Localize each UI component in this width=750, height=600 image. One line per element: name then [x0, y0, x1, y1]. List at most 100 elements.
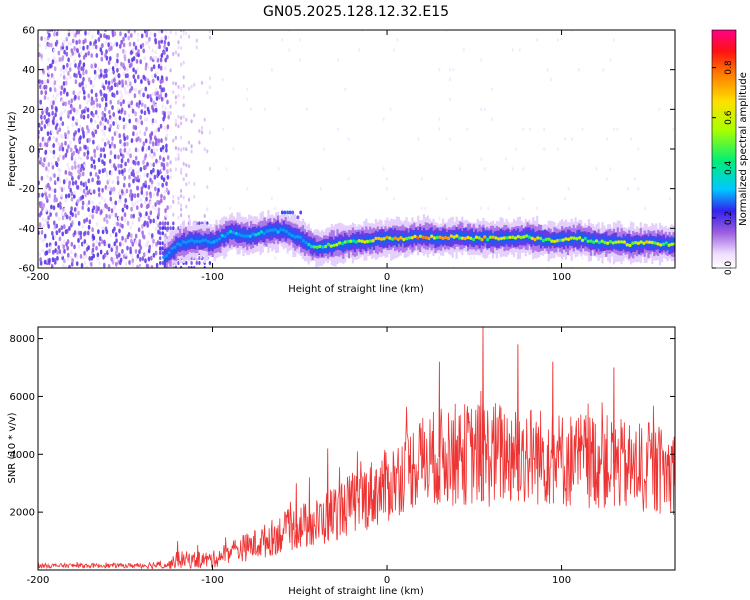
spectral-cell [79, 230, 83, 236]
spectral-cell [169, 226, 172, 231]
spectral-cell [637, 147, 640, 151]
spectral-cell [123, 142, 126, 147]
spectral-cell [121, 242, 125, 247]
spectral-cell [83, 151, 86, 157]
spectral-cell [140, 33, 144, 39]
spectral-cell [63, 258, 66, 264]
y-tick-label: 40 [22, 65, 35, 76]
spectral-cell [53, 194, 57, 200]
spectral-cell [180, 62, 183, 67]
spectral-cell [78, 104, 82, 109]
spectral-cell [73, 46, 76, 51]
spectral-cell [40, 120, 44, 125]
spectral-cell [142, 159, 145, 165]
ridge-cell [170, 246, 174, 251]
ridge-cell [539, 236, 543, 241]
spectral-cell [47, 96, 50, 101]
spectral-cell [45, 242, 49, 248]
ridge-cell [276, 230, 280, 234]
spectral-cell [98, 236, 102, 242]
spectral-cell [45, 155, 48, 160]
spectral-cell [71, 38, 75, 44]
spectral-cell [305, 107, 308, 112]
spectral-cell [536, 38, 539, 42]
spectral-cell [61, 134, 64, 139]
spectral-cell [39, 210, 43, 216]
spectral-cell [82, 62, 86, 68]
spectral-cell [50, 188, 54, 193]
spectral-cell [38, 252, 41, 257]
spectral-cell [39, 157, 43, 162]
spectral-cell [137, 227, 141, 233]
ridge-cell [667, 243, 671, 247]
ridge-cell [340, 241, 344, 246]
spectral-cell [98, 241, 101, 247]
spectral-cell [101, 116, 104, 121]
spectral-cell [136, 67, 139, 72]
spectral-cell [163, 39, 167, 45]
spectral-cell [156, 191, 159, 197]
spectral-cell [86, 146, 89, 152]
spectral-cell [134, 201, 137, 206]
spectral-cell [125, 188, 129, 194]
spectral-cell [127, 30, 131, 34]
spectral-cell [98, 180, 101, 186]
spectral-cell [208, 85, 211, 90]
spectral-cell [139, 167, 143, 172]
ridge-cell [176, 242, 180, 246]
spectral-cell [164, 30, 168, 33]
spectral-cell [177, 124, 180, 129]
spectral-cell [249, 107, 252, 112]
spectral-cell [43, 95, 47, 100]
spectral-cell [67, 57, 70, 63]
spectral-cell [140, 79, 143, 84]
spectral-cell [160, 53, 164, 58]
spectral-cell [120, 107, 124, 113]
spectral-cell [40, 86, 44, 91]
spectral-cell [206, 185, 209, 189]
ridge-cell [195, 239, 199, 244]
spectral-cell [225, 167, 228, 171]
spectral-cell [195, 45, 198, 50]
ridge-cell [405, 236, 409, 241]
spectral-cell [99, 33, 103, 39]
spectral-cell [67, 129, 70, 135]
spectral-cell [130, 254, 134, 258]
spectral-cell [616, 127, 619, 131]
spectral-cell [87, 230, 90, 236]
spectral-cell [74, 51, 77, 55]
x-tick-label: 100 [552, 272, 571, 283]
spectral-cell [89, 41, 92, 46]
spectral-cell [52, 143, 55, 148]
spectral-cell [137, 160, 140, 166]
ridge-band [219, 232, 222, 242]
spectral-cell [141, 233, 145, 239]
spectral-cell [162, 177, 166, 183]
spectral-cell [152, 100, 156, 106]
spectral-cell [105, 219, 109, 225]
ridge-cell [418, 234, 423, 238]
ridge-cell [354, 240, 358, 244]
spectral-cell [77, 95, 80, 101]
spectral-cell [154, 50, 157, 55]
spectral-cell [162, 149, 165, 154]
spectral-cell [180, 194, 183, 198]
spectral-cell [82, 70, 85, 76]
spectral-cell [161, 221, 164, 226]
spectral-cell [79, 124, 82, 129]
spectral-cell [165, 213, 168, 218]
spectral-cell [97, 37, 101, 42]
spectral-cell [111, 105, 114, 110]
spectral-cell [94, 44, 98, 50]
spectral-cell [118, 133, 121, 139]
spectral-cell [344, 87, 347, 92]
spectral-cell [76, 199, 79, 205]
spectral-cell [53, 48, 56, 53]
spectral-cell [90, 101, 93, 106]
spectral-cell [122, 117, 126, 122]
spectral-cell [162, 87, 166, 92]
spectral-cell [79, 82, 82, 88]
colorbar-gradient [711, 29, 737, 269]
spectral-cell [161, 251, 164, 256]
spectral-cell [190, 84, 193, 89]
